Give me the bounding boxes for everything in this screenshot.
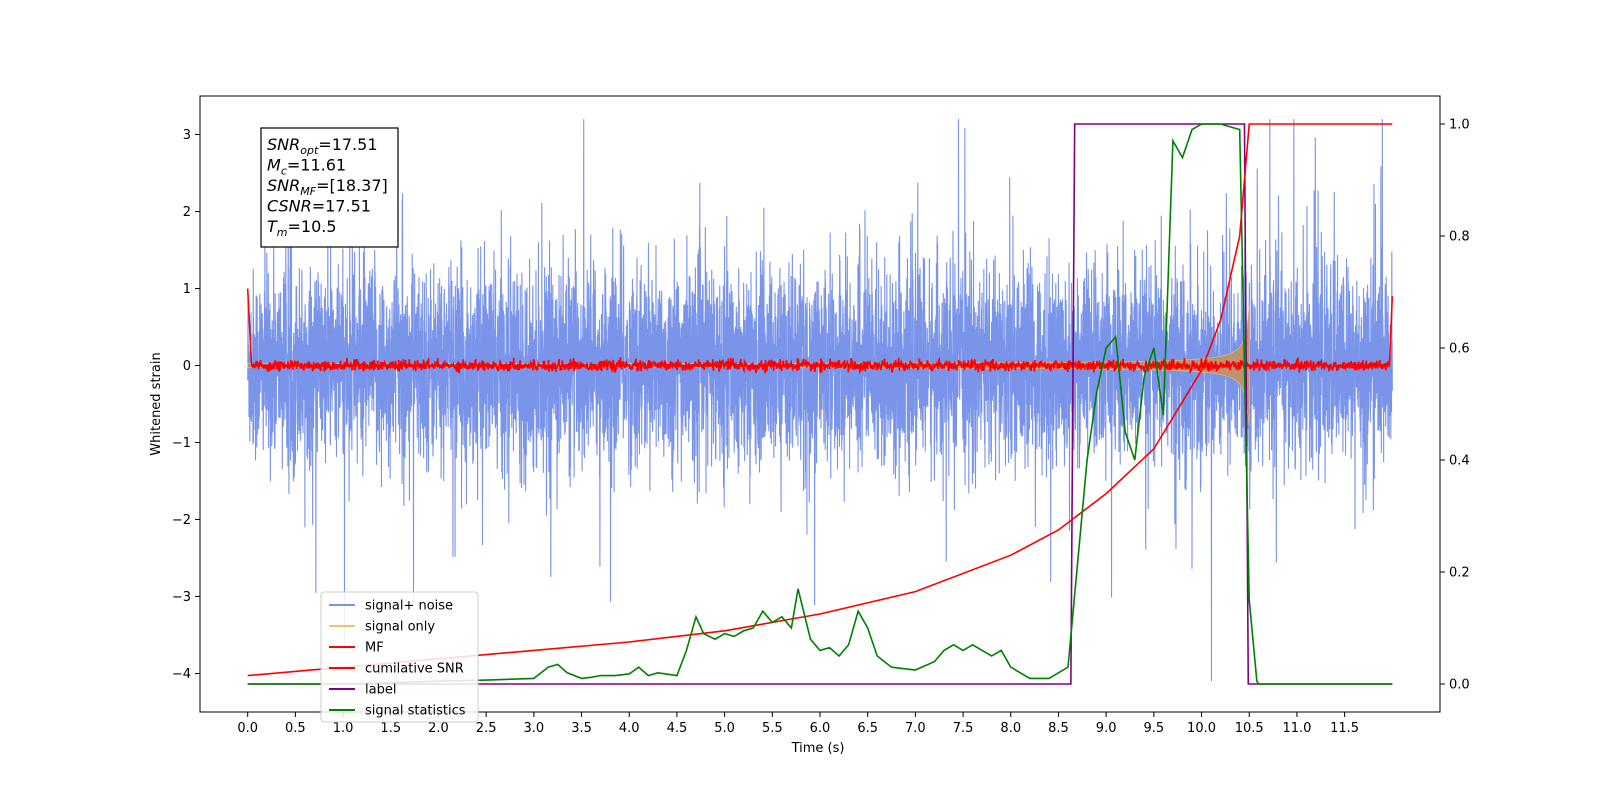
x-axis-label: Time (s) bbox=[791, 741, 845, 756]
y-tick-label: 2 bbox=[183, 205, 191, 220]
x-tick-label: 5.0 bbox=[714, 721, 735, 736]
x-axis: 0.0 0.5 1.0 1.5 2.0 2.5 3.0 3.5 4.0 4.5 5.0 5.5 6.0 6… bbox=[237, 712, 1359, 736]
legend-entry: MF bbox=[365, 641, 384, 656]
x-tick-label: 11.0 bbox=[1282, 721, 1311, 736]
annotation-line: SNRMF=[18.37] bbox=[267, 176, 388, 198]
x-tick-label: 7.0 bbox=[905, 721, 926, 736]
y-axis-right: 0.0 0.2 0.4 0.6 0.8 1.0 bbox=[1440, 118, 1470, 693]
x-tick-label: 9.0 bbox=[1096, 721, 1117, 736]
annotation-line: SNRopt=17.51 bbox=[267, 135, 378, 157]
y-axis-label: Whitened strain bbox=[149, 352, 164, 455]
legend-frame bbox=[320, 591, 479, 723]
x-tick-label: 2.0 bbox=[428, 721, 449, 736]
y-tick-label: 3 bbox=[183, 128, 191, 143]
x-tick-label: 5.5 bbox=[762, 721, 783, 736]
y2-tick-label: 0.4 bbox=[1449, 454, 1470, 469]
plot-area bbox=[246, 119, 1394, 685]
y-tick-label: −3 bbox=[172, 590, 191, 605]
legend: signal+ noise signal only MF cumilative SNR… bbox=[320, 591, 479, 723]
x-tick-label: 0.5 bbox=[285, 721, 306, 736]
x-tick-label: 7.5 bbox=[953, 721, 974, 736]
y2-tick-label: 0.8 bbox=[1449, 230, 1470, 245]
x-tick-label: 6.0 bbox=[810, 721, 831, 736]
y2-tick-label: 0.0 bbox=[1449, 678, 1470, 693]
y2-tick-label: 0.2 bbox=[1449, 566, 1470, 581]
legend-entry: label bbox=[365, 683, 396, 698]
y-tick-label: −1 bbox=[172, 436, 191, 451]
y2-tick-label: 1.0 bbox=[1449, 118, 1470, 133]
annotation-frame bbox=[260, 127, 399, 248]
y-tick-label: −4 bbox=[172, 667, 191, 682]
y2-tick-label: 0.6 bbox=[1449, 342, 1470, 357]
x-tick-label: 10.5 bbox=[1235, 721, 1264, 736]
series-cumulative-snr bbox=[247, 123, 1393, 677]
x-tick-label: 10.0 bbox=[1187, 721, 1216, 736]
annotation-line: CSNR=17.51 bbox=[267, 197, 371, 216]
legend-entry: signal statistics bbox=[365, 704, 466, 719]
y-axis-left: −4 −3 −2 −1 0 1 2 3 bbox=[172, 128, 200, 682]
x-tick-label: 3.5 bbox=[571, 721, 592, 736]
series-signal-noise bbox=[247, 119, 1393, 682]
x-tick-label: 4.5 bbox=[667, 721, 688, 736]
x-tick-label: 1.0 bbox=[333, 721, 354, 736]
x-tick-label: 11.5 bbox=[1330, 721, 1359, 736]
y-tick-label: 1 bbox=[183, 282, 191, 297]
x-tick-label: 1.5 bbox=[380, 721, 401, 736]
series-mf bbox=[246, 288, 1394, 375]
x-tick-label: 9.5 bbox=[1144, 721, 1165, 736]
x-tick-label: 8.0 bbox=[1000, 721, 1021, 736]
annotation-line: Tm=10.5 bbox=[267, 217, 337, 239]
annotation-line: Mc=11.61 bbox=[267, 156, 346, 178]
x-tick-label: 6.5 bbox=[857, 721, 878, 736]
y-tick-label: −2 bbox=[172, 513, 191, 528]
y-tick-label: 0 bbox=[183, 359, 191, 374]
x-tick-label: 4.0 bbox=[619, 721, 640, 736]
legend-entry: cumilative SNR bbox=[365, 662, 464, 677]
x-tick-label: 0.0 bbox=[237, 721, 258, 736]
series-signal-statistics bbox=[247, 123, 1393, 685]
x-tick-label: 8.5 bbox=[1048, 721, 1069, 736]
x-tick-label: 3.0 bbox=[524, 721, 545, 736]
legend-entry: signal only bbox=[365, 620, 435, 635]
x-tick-label: 2.5 bbox=[476, 721, 497, 736]
legend-entry: signal+ noise bbox=[365, 599, 453, 614]
annotation-box: SNRopt=17.51Mc=11.61SNRMF=[18.37]CSNR=17… bbox=[260, 127, 399, 248]
